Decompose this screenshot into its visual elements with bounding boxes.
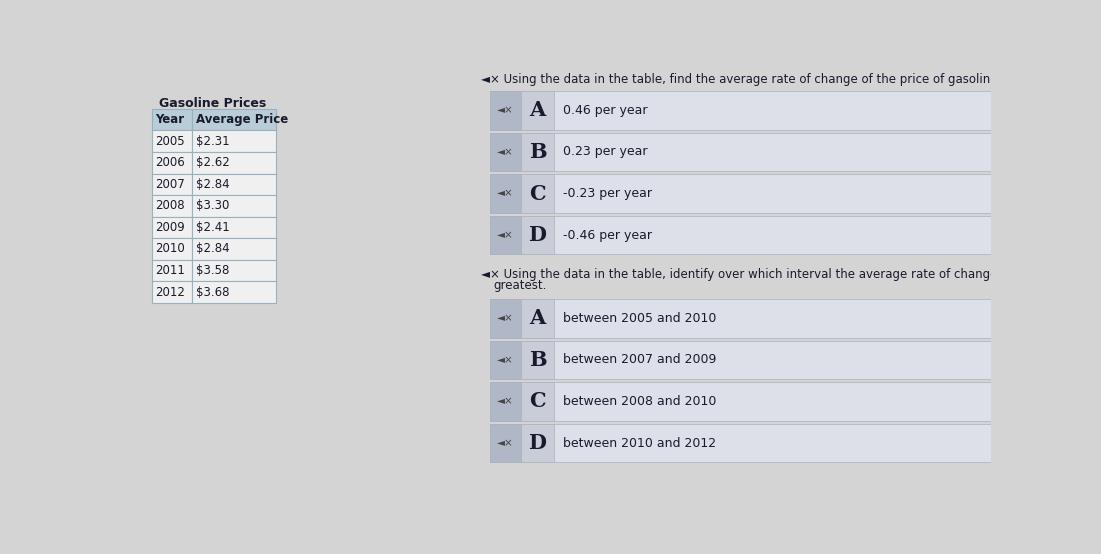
Text: ◄×: ◄× bbox=[498, 313, 514, 324]
Text: 2005: 2005 bbox=[155, 135, 185, 148]
Bar bbox=[521, 382, 554, 420]
Text: $2.84: $2.84 bbox=[196, 243, 229, 255]
Bar bbox=[521, 424, 554, 462]
Text: ◄×: ◄× bbox=[498, 230, 514, 240]
Text: 2007: 2007 bbox=[155, 178, 185, 191]
Bar bbox=[490, 382, 521, 420]
Text: 2012: 2012 bbox=[155, 286, 185, 299]
Text: $2.84: $2.84 bbox=[196, 178, 229, 191]
Bar bbox=[490, 341, 992, 379]
Text: ◄×: ◄× bbox=[498, 188, 514, 198]
Bar bbox=[490, 216, 521, 254]
Text: ◄× Using the data in the table, identify over which interval the average rate of: ◄× Using the data in the table, identify… bbox=[481, 268, 1101, 281]
Bar bbox=[192, 109, 275, 130]
Bar bbox=[152, 152, 192, 173]
Text: between 2007 and 2009: between 2007 and 2009 bbox=[563, 353, 717, 366]
Bar bbox=[490, 91, 521, 130]
Text: 2008: 2008 bbox=[155, 199, 185, 212]
Text: C: C bbox=[530, 392, 546, 412]
Text: 2006: 2006 bbox=[155, 156, 185, 169]
Bar bbox=[521, 299, 554, 337]
Bar bbox=[192, 130, 275, 152]
Bar bbox=[490, 216, 992, 254]
Text: D: D bbox=[528, 225, 546, 245]
Text: $3.58: $3.58 bbox=[196, 264, 229, 277]
Text: 0.23 per year: 0.23 per year bbox=[563, 146, 647, 158]
Text: between 2010 and 2012: between 2010 and 2012 bbox=[563, 437, 717, 449]
Text: 2010: 2010 bbox=[155, 243, 185, 255]
Bar bbox=[490, 299, 521, 337]
Text: 0.46 per year: 0.46 per year bbox=[563, 104, 647, 117]
Bar bbox=[192, 195, 275, 217]
Bar bbox=[152, 109, 192, 130]
Text: Gasoline Prices: Gasoline Prices bbox=[160, 98, 266, 110]
Text: ◄×: ◄× bbox=[498, 397, 514, 407]
Bar bbox=[521, 341, 554, 379]
Bar bbox=[152, 260, 192, 281]
Text: A: A bbox=[530, 308, 546, 329]
Text: 2011: 2011 bbox=[155, 264, 185, 277]
Text: $2.62: $2.62 bbox=[196, 156, 229, 169]
Text: between 2005 and 2010: between 2005 and 2010 bbox=[563, 312, 717, 325]
Bar bbox=[490, 133, 992, 171]
Text: B: B bbox=[528, 142, 546, 162]
Text: A: A bbox=[530, 100, 546, 120]
Text: B: B bbox=[528, 350, 546, 370]
Bar bbox=[192, 173, 275, 195]
Text: Average Price: Average Price bbox=[196, 113, 288, 126]
Text: D: D bbox=[528, 433, 546, 453]
Bar bbox=[192, 260, 275, 281]
Text: $3.68: $3.68 bbox=[196, 286, 229, 299]
Bar bbox=[490, 175, 521, 213]
Text: -0.23 per year: -0.23 per year bbox=[563, 187, 652, 200]
Text: $2.41: $2.41 bbox=[196, 221, 229, 234]
Text: ◄×: ◄× bbox=[498, 438, 514, 448]
Text: $2.31: $2.31 bbox=[196, 135, 229, 148]
Text: Year: Year bbox=[155, 113, 185, 126]
Bar bbox=[490, 91, 992, 130]
Bar bbox=[521, 133, 554, 171]
Bar bbox=[490, 341, 521, 379]
Bar bbox=[490, 424, 992, 462]
Bar bbox=[192, 152, 275, 173]
Bar bbox=[152, 217, 192, 238]
Bar bbox=[521, 91, 554, 130]
Text: $3.30: $3.30 bbox=[196, 199, 229, 212]
Text: 2009: 2009 bbox=[155, 221, 185, 234]
Text: ◄×: ◄× bbox=[498, 147, 514, 157]
Bar bbox=[490, 424, 521, 462]
Bar bbox=[192, 281, 275, 303]
Bar bbox=[490, 299, 992, 337]
Bar bbox=[152, 173, 192, 195]
Bar bbox=[490, 382, 992, 420]
Text: C: C bbox=[530, 183, 546, 203]
Bar bbox=[152, 130, 192, 152]
Text: ◄× Using the data in the table, find the average rate of change of the price of : ◄× Using the data in the table, find the… bbox=[481, 73, 1101, 86]
Text: greatest.: greatest. bbox=[493, 279, 547, 292]
Bar bbox=[152, 281, 192, 303]
Bar bbox=[152, 238, 192, 260]
Bar bbox=[521, 175, 554, 213]
Bar bbox=[521, 216, 554, 254]
Text: ◄×: ◄× bbox=[498, 105, 514, 115]
Text: ◄×: ◄× bbox=[498, 355, 514, 365]
Bar bbox=[490, 175, 992, 213]
Bar bbox=[490, 133, 521, 171]
Bar bbox=[192, 238, 275, 260]
Text: -0.46 per year: -0.46 per year bbox=[563, 229, 652, 242]
Bar bbox=[152, 195, 192, 217]
Bar bbox=[192, 217, 275, 238]
Text: between 2008 and 2010: between 2008 and 2010 bbox=[563, 395, 717, 408]
